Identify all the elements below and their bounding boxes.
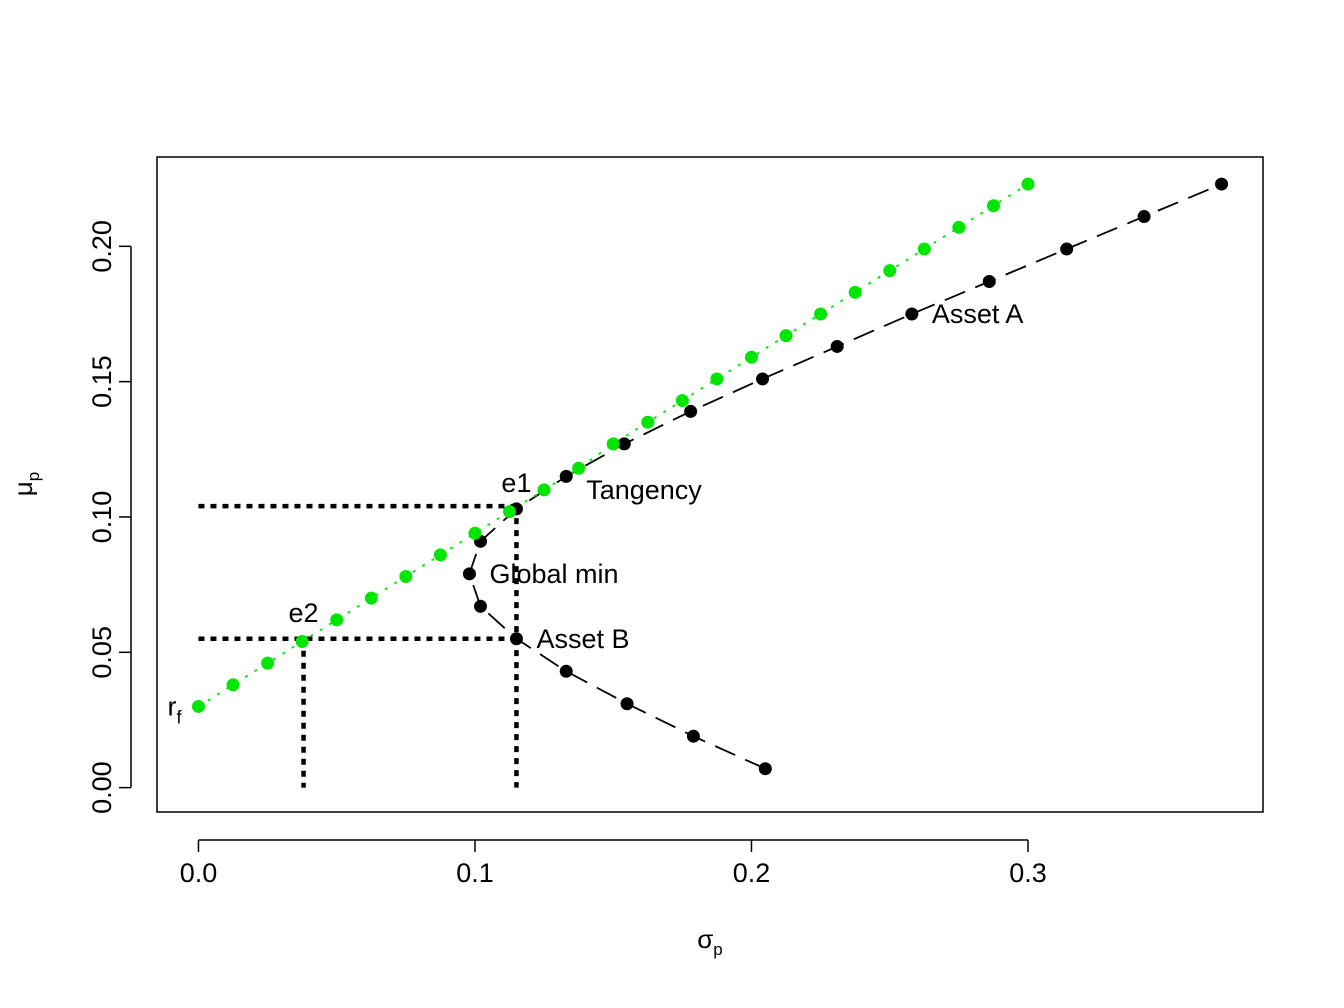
series-2-point [606,437,620,451]
series-2-point [814,307,828,321]
y-axis-label: μp [8,472,43,496]
series-2-point [641,415,655,429]
series-2-point [399,570,413,584]
series-1-point [462,567,476,581]
series-lines [198,183,1222,770]
series-2-point [295,634,309,648]
series-1-point [559,664,573,678]
x-tick-label: 0.2 [733,858,771,888]
series-1-point [758,762,772,776]
series-2-point [779,329,793,343]
series-2-point [537,483,551,497]
series-1-point [509,632,523,646]
y-tick-label: 0.20 [87,220,117,273]
series-2-point [261,656,275,670]
series-2-point [191,699,205,713]
annotation-e2: e2 [289,598,319,628]
x-axis-label: σp [697,924,723,959]
x-tick-label: 0.0 [180,858,218,888]
reference-lines [198,503,519,788]
series-1-point [830,339,844,353]
series-2-point [572,461,586,475]
series-2-point [952,220,966,234]
x-tick-label: 0.3 [1009,858,1047,888]
series-2-point [1021,177,1035,191]
series-2-point [744,350,758,364]
series-1-line [468,183,1222,770]
y-tick-label: 0.00 [87,761,117,814]
series-2-point [503,505,517,519]
series-1-point [617,437,631,451]
data-points [191,177,1229,776]
series-1-point [1060,242,1074,256]
x-axis-label-main: σ [697,924,713,954]
series-2-point [364,591,378,605]
annotation-tangency: Tangency [586,475,702,505]
series-2-point [986,199,1000,213]
series-1-point [756,372,770,386]
series-1-point [982,275,996,289]
y-axis: 0.00 0.05 0.10 0.15 0.20 [87,220,132,814]
y-axis-label-main: μ [8,481,38,496]
plot-frame [156,156,1264,813]
series-2-point [468,526,482,540]
annotation-asset-b: Asset B [536,624,629,654]
series-2-point [848,285,862,299]
series-1-point [1215,177,1229,191]
series-1-point [905,307,919,321]
annotation-rf: rf [167,691,182,727]
y-tick-label: 0.10 [87,491,117,544]
x-axis-label-sub: p [713,940,722,959]
series-2-point [883,264,897,278]
annotation-global-min: Global min [489,559,618,589]
annotation-e1: e1 [501,468,531,498]
series-2-point [710,372,724,386]
series-2-point [675,394,689,408]
series-1-point [684,404,698,418]
series-1-point [1137,210,1151,224]
y-axis-label-sub: p [24,472,43,481]
series-1-point [474,599,488,613]
series-1-point [559,469,573,483]
series-2-point [433,548,447,562]
series-1-point [620,697,634,711]
series-1-point [686,729,700,743]
series-2-point [226,678,240,692]
annotation-asset-a: Asset A [932,299,1024,329]
series-2-point [917,242,931,256]
y-tick-label: 0.05 [87,626,117,679]
series-2-point [330,613,344,627]
y-tick-label: 0.15 [87,355,117,408]
x-axis: 0.0 0.1 0.2 0.3 [180,839,1047,888]
x-tick-label: 0.1 [456,858,494,888]
annotations: Asset A Asset B Global min Tangency e1 e2 rf [167,299,1023,727]
